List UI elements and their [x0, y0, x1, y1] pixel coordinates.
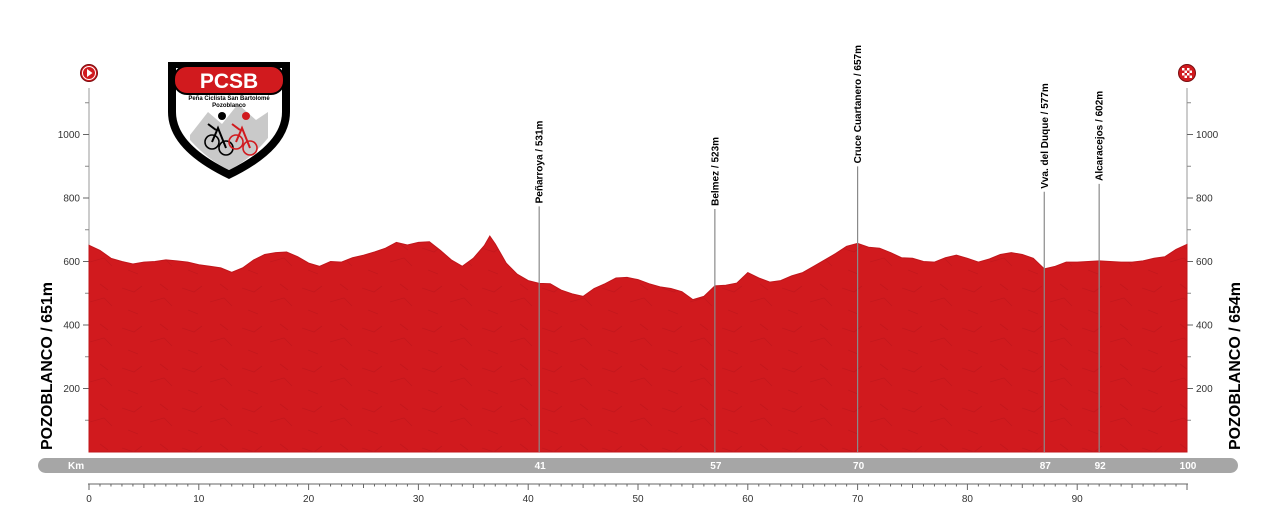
waypoint-label: Cruce Cuartanero / 657m — [853, 45, 864, 163]
y-tick-label: 1000 — [58, 130, 81, 141]
x-tick-label: 90 — [1072, 494, 1084, 505]
km-bar-labels: 41 57 70 87 92 100 — [535, 461, 1197, 472]
x-tick-label: 60 — [742, 494, 754, 505]
x-tick-label: 30 — [413, 494, 425, 505]
km-bar-value: 100 — [1180, 461, 1197, 472]
x-axis: 0 10 20 30 40 50 60 70 80 90 — [86, 484, 1188, 505]
x-tick-label: 20 — [303, 494, 315, 505]
right-y-axis: 200 400 600 800 1000 — [1187, 102, 1219, 421]
elevation-profile-area — [88, 235, 1188, 453]
km-bar-value: 57 — [710, 461, 722, 472]
pcsb-club-logo: PCSB Peña Ciclista San Bartolomé Pozobla… — [168, 62, 290, 179]
y-tick-label: 200 — [1196, 384, 1213, 395]
y-tick-label: 200 — [63, 384, 80, 395]
left-y-axis: 200 400 600 800 1000 — [58, 102, 89, 421]
waypoint-label: Belmez / 523m — [710, 137, 721, 206]
finish-flag-icon — [1178, 64, 1196, 82]
start-location-label: POZOBLANCO / 651m — [39, 282, 56, 450]
waypoint-label: Alcaracejos / 602m — [1095, 91, 1106, 181]
x-tick-label: 0 — [86, 494, 92, 505]
x-tick-label: 50 — [632, 494, 644, 505]
km-bar-value: 87 — [1040, 461, 1052, 472]
svg-text:Pozoblanco: Pozoblanco — [212, 103, 246, 109]
x-tick-label: 70 — [852, 494, 864, 505]
x-tick-label: 10 — [193, 494, 205, 505]
y-tick-label: 600 — [63, 257, 80, 268]
waypoint-markers: Peñarroya / 531m Belmez / 523m Cruce Cuart… — [535, 45, 1106, 452]
x-tick-label: 80 — [962, 494, 974, 505]
y-tick-label: 800 — [1196, 194, 1213, 205]
y-tick-label: 800 — [63, 194, 80, 205]
svg-text:PCSB: PCSB — [200, 70, 258, 93]
waypoint-label: Peñarroya / 531m — [535, 120, 546, 203]
finish-location-label: POZOBLANCO / 654m — [1227, 282, 1244, 450]
y-tick-label: 400 — [1196, 321, 1213, 332]
y-tick-label: 1000 — [1196, 130, 1219, 141]
start-flag-icon — [80, 64, 98, 82]
waypoint-label: Vva. del Duque / 577m — [1040, 83, 1051, 189]
km-bar-value: 70 — [853, 461, 865, 472]
y-tick-label: 600 — [1196, 257, 1213, 268]
km-bar — [38, 458, 1238, 473]
y-tick-label: 400 — [63, 321, 80, 332]
km-bar-value: 41 — [535, 461, 547, 472]
x-tick-label: 40 — [523, 494, 535, 505]
km-bar-value: 92 — [1095, 461, 1107, 472]
svg-text:Peña Ciclista San Bartolomé: Peña Ciclista San Bartolomé — [188, 96, 270, 102]
km-bar-label: Km — [68, 461, 84, 472]
